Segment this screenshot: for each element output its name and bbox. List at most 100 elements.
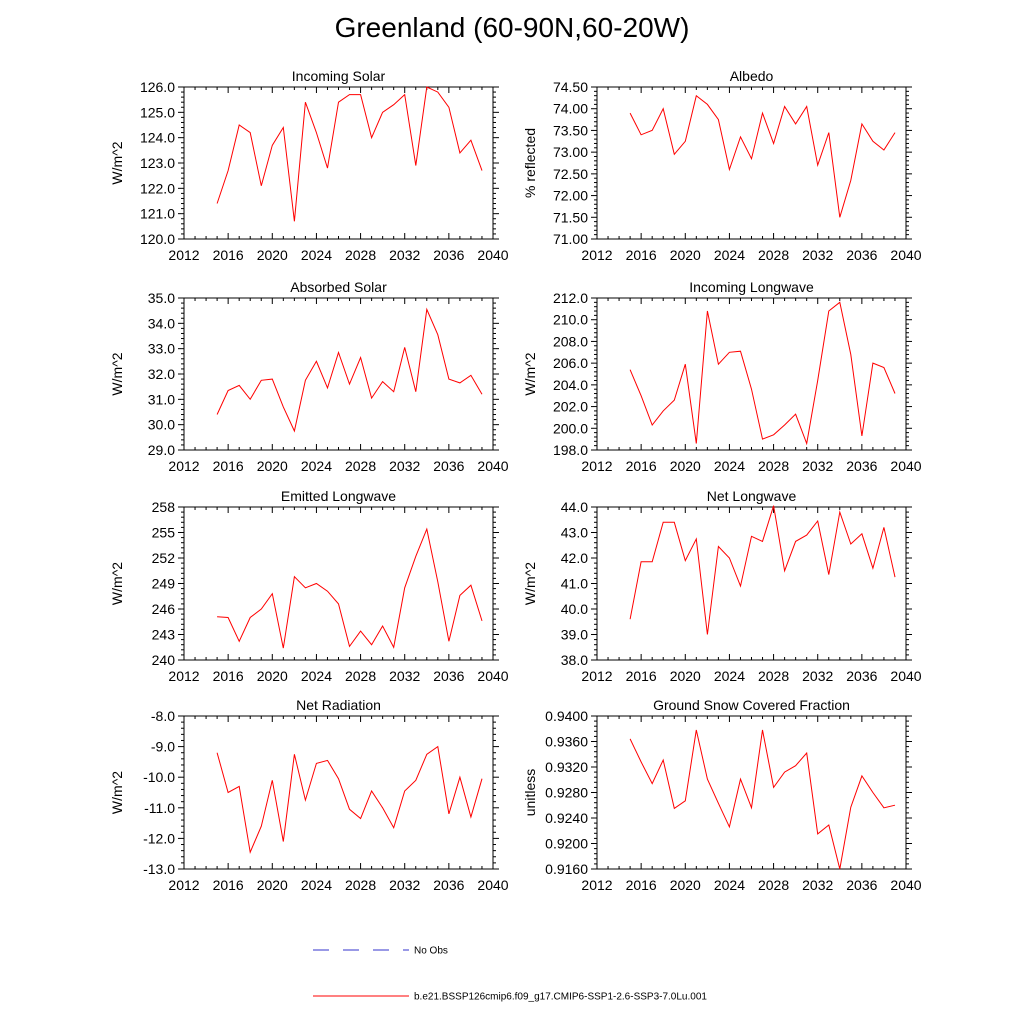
y-tick-label: 0.9160: [545, 861, 588, 877]
x-tick-label: 2032: [389, 458, 420, 474]
x-tick-label: 2028: [345, 877, 376, 893]
x-tick-label: 2040: [890, 877, 921, 893]
plot-frame: [183, 715, 494, 870]
x-tick-label: 2032: [802, 247, 833, 263]
x-tick-label: 2040: [477, 458, 508, 474]
y-axis-label: W/m^2: [109, 562, 125, 605]
chart-title: Incoming Longwave: [689, 279, 814, 295]
y-tick-label: -13.0: [143, 861, 175, 877]
y-tick-label: -8.0: [151, 708, 175, 724]
x-tick-label: 2032: [389, 247, 420, 263]
x-tick-label: 2020: [257, 458, 288, 474]
chart-panel: Net Radiation W/m^2 2012 2016 2020 2024 2028 20…: [109, 697, 509, 893]
x-tick-label: 2020: [670, 877, 701, 893]
plot-frame: [183, 506, 494, 661]
y-axis-label: W/m^2: [109, 141, 125, 184]
x-tick-label: 2024: [301, 877, 332, 893]
plot-frame: [183, 297, 494, 451]
chart-panel: Ground Snow Covered Fraction unitless 2012…: [522, 697, 922, 893]
chart-title: Absorbed Solar: [290, 279, 387, 295]
y-axis-label: W/m^2: [109, 352, 125, 395]
y-tick-label: 252: [152, 550, 176, 566]
y-tick-label: 71.50: [553, 209, 588, 225]
x-tick-label: 2016: [213, 877, 244, 893]
y-tick-label: 246: [152, 601, 176, 617]
x-tick-label: 2012: [168, 668, 199, 684]
y-tick-label: 204.0: [553, 377, 588, 393]
chart-title: Albedo: [730, 68, 774, 84]
x-tick-label: 2024: [301, 247, 332, 263]
plot-frame: [596, 715, 907, 870]
y-tick-label: 126.0: [140, 79, 175, 95]
y-tick-label: -11.0: [144, 800, 175, 816]
x-tick-label: 2020: [257, 247, 288, 263]
x-tick-label: 2036: [846, 247, 877, 263]
x-tick-label: 2016: [213, 668, 244, 684]
chart-title: Net Longwave: [707, 488, 797, 504]
x-tick-label: 2028: [345, 458, 376, 474]
chart-title: Emitted Longwave: [281, 488, 396, 504]
y-tick-label: 40.0: [561, 601, 588, 617]
x-tick-label: 2040: [477, 877, 508, 893]
y-tick-label: 43.0: [561, 525, 588, 541]
y-tick-label: 73.50: [553, 122, 588, 138]
x-tick-label: 2024: [714, 877, 745, 893]
y-tick-label: 71.00: [553, 231, 588, 247]
x-tick-label: 2020: [670, 458, 701, 474]
x-tick-label: 2028: [758, 247, 789, 263]
x-tick-label: 2012: [581, 458, 612, 474]
x-tick-label: 2032: [802, 458, 833, 474]
x-tick-label: 2028: [345, 247, 376, 263]
y-tick-label: 0.9240: [545, 810, 588, 826]
x-tick-label: 2028: [345, 668, 376, 684]
series-line: [629, 301, 896, 446]
x-tick-label: 2032: [802, 877, 833, 893]
x-tick-label: 2036: [846, 458, 877, 474]
x-tick-label: 2036: [433, 247, 464, 263]
x-tick-label: 2036: [846, 668, 877, 684]
x-tick-label: 2016: [626, 247, 657, 263]
x-tick-label: 2040: [890, 458, 921, 474]
x-tick-label: 2036: [846, 877, 877, 893]
x-tick-label: 2040: [477, 247, 508, 263]
series-line: [629, 94, 896, 218]
series-line: [216, 307, 483, 433]
series-line: [216, 86, 483, 222]
x-tick-label: 2028: [758, 668, 789, 684]
x-tick-label: 2024: [714, 668, 745, 684]
y-tick-label: 212.0: [553, 290, 588, 306]
x-tick-label: 2016: [626, 668, 657, 684]
x-tick-label: 2016: [626, 458, 657, 474]
y-tick-label: 0.9400: [545, 708, 588, 724]
x-tick-label: 2032: [389, 668, 420, 684]
x-tick-label: 2016: [626, 877, 657, 893]
y-tick-label: 208.0: [553, 333, 588, 349]
y-tick-label: 202.0: [553, 399, 588, 415]
y-tick-label: 255: [152, 525, 176, 541]
series-line: [217, 527, 483, 649]
y-tick-label: 35.0: [148, 290, 175, 306]
y-tick-label: 72.50: [553, 166, 588, 182]
y-tick-label: 198.0: [553, 442, 588, 458]
y-tick-label: 41.0: [561, 576, 588, 592]
x-tick-label: 2032: [389, 877, 420, 893]
x-tick-label: 2024: [301, 668, 332, 684]
y-tick-label: 38.0: [561, 652, 588, 668]
y-tick-label: -10.0: [143, 769, 175, 785]
x-tick-label: 2020: [670, 247, 701, 263]
x-tick-label: 2012: [581, 668, 612, 684]
y-tick-label: 122.0: [140, 180, 175, 196]
x-tick-label: 2040: [890, 247, 921, 263]
y-tick-label: 32.0: [148, 366, 175, 382]
y-tick-label: 29.0: [148, 442, 175, 458]
chart-panel: Emitted Longwave W/m^2 2012 2016 2020 2024 202…: [109, 488, 509, 684]
y-tick-label: 258: [152, 499, 176, 515]
y-tick-label: 240: [152, 652, 176, 668]
y-tick-label: 30.0: [148, 417, 175, 433]
chart-panel: Absorbed Solar W/m^2 2012 2016 2020 2024 2028 2…: [109, 279, 509, 474]
chart-title: Ground Snow Covered Fraction: [653, 697, 850, 713]
y-tick-label: 34.0: [148, 315, 175, 331]
y-tick-label: 210.0: [553, 312, 588, 328]
y-axis-label: % reflected: [522, 128, 538, 198]
